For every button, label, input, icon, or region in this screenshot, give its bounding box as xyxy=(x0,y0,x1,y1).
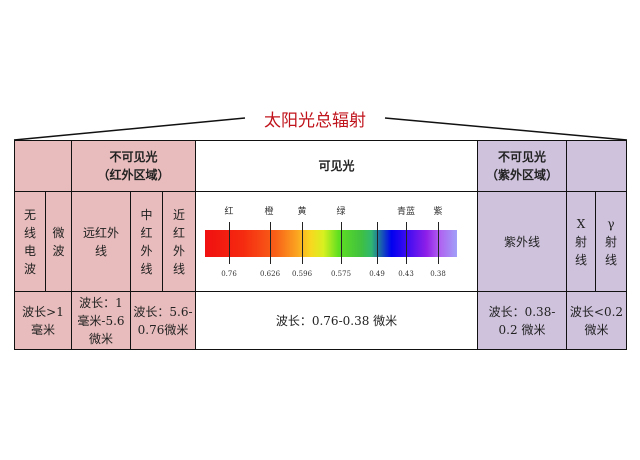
wavelength-far-ir: 波长：1毫米-5.6微米 xyxy=(71,291,131,350)
tick-line xyxy=(270,222,271,264)
band-xray: X射线 xyxy=(566,191,596,292)
tick-label: 0.49 xyxy=(369,270,385,278)
wavelength-mid-near-ir: 波长：5.6-0.76微米 xyxy=(130,291,196,350)
color-label: 黄 xyxy=(297,207,307,217)
color-label: 红 xyxy=(224,207,234,217)
ultraviolet-header: 不可见光 （紫外区域） xyxy=(477,140,567,192)
band-far-ir: 远红外线 xyxy=(71,191,131,292)
empty-header-rays xyxy=(566,140,627,192)
tick-label: 0.596 xyxy=(291,270,313,278)
wavelength-uv: 波长：0.38-0.2 微米 xyxy=(477,291,567,350)
color-label: 青蓝 xyxy=(396,207,416,217)
band-gamma: γ射线 xyxy=(595,191,627,292)
color-label: 紫 xyxy=(433,207,443,217)
spectrum-bar xyxy=(205,230,457,257)
wavelength-xray-gamma: 波长<0.2 微米 xyxy=(566,291,627,350)
tick-label: 0.38 xyxy=(430,270,446,278)
tick-label: 0.575 xyxy=(330,270,352,278)
band-near-ir: 近红外线 xyxy=(162,191,196,292)
band-uv: 紫外线 xyxy=(477,191,567,292)
tick-label: 0.626 xyxy=(259,270,281,278)
tick-label: 0.76 xyxy=(221,270,237,278)
tick-line xyxy=(229,222,230,264)
color-label: 橙 xyxy=(264,207,274,217)
tick-line xyxy=(302,222,303,264)
visible-header: 可见光 xyxy=(195,140,478,192)
band-microwave: 微波 xyxy=(45,191,72,292)
band-radio: 无线电波 xyxy=(14,191,46,292)
wavelength-visible: 波长：0.76-0.38 微米 xyxy=(195,291,478,350)
tick-line xyxy=(438,222,439,264)
empty-header-radio xyxy=(14,140,72,192)
tick-line xyxy=(377,222,378,264)
color-label: 绿 xyxy=(336,207,346,217)
band-mid-ir: 中红外线 xyxy=(130,191,163,292)
infrared-header: 不可见光 （红外区域） xyxy=(71,140,196,192)
wavelength-radio: 波长>1毫米 xyxy=(14,291,72,350)
tick-line xyxy=(341,222,342,264)
diagram-title: 太阳光总辐射 xyxy=(264,111,366,131)
tick-label: 0.43 xyxy=(398,270,414,278)
tick-line xyxy=(406,222,407,264)
